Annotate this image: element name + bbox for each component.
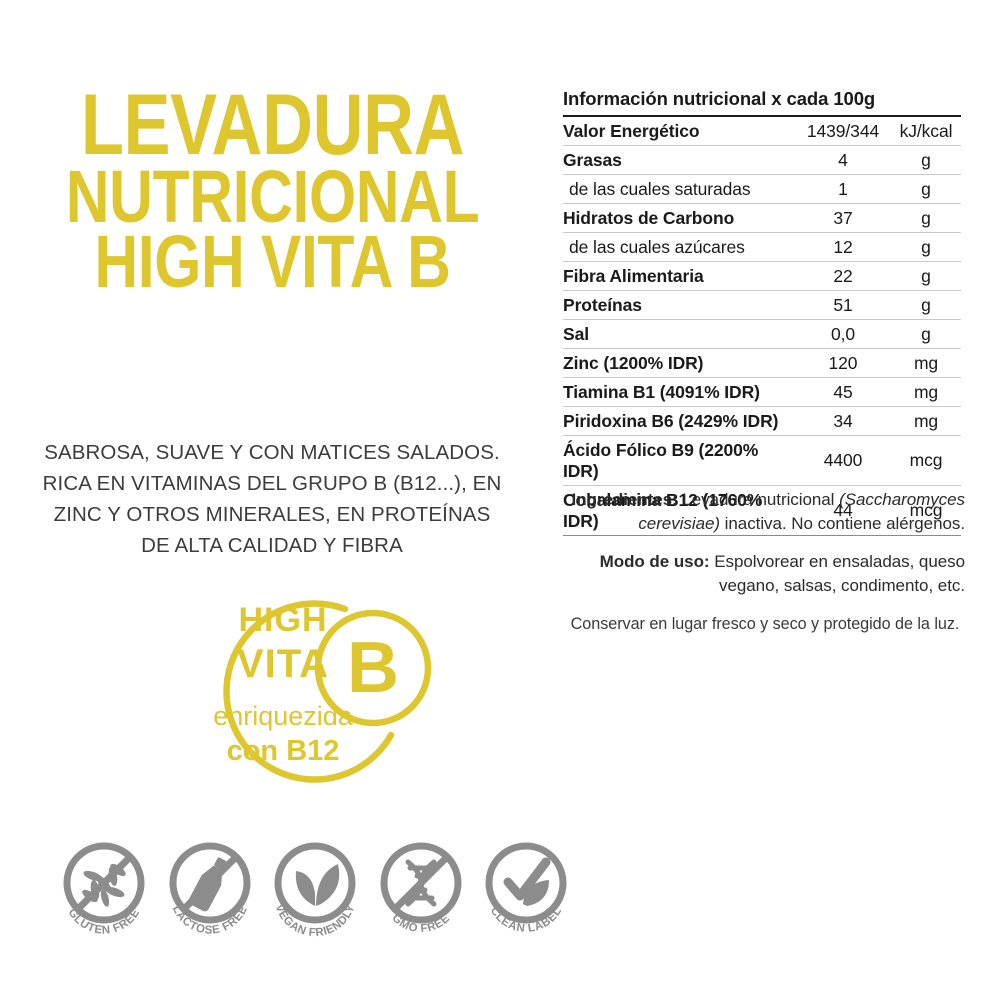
- usage-paragraph: Modo de uso: Espolvorear en ensaladas, q…: [565, 550, 965, 598]
- badge-line-high: HIGH: [239, 601, 328, 639]
- title-line-2: NUTRICIONAL: [65, 154, 480, 238]
- table-row: Grasas 4 g: [563, 145, 961, 175]
- nutrient-value: 120: [795, 348, 891, 378]
- nutrient-value: 44: [795, 485, 891, 536]
- nutrition-facts-table: Información nutricional x cada 100g Valo…: [563, 88, 961, 536]
- nutrient-value: 37: [795, 203, 891, 233]
- title-line-1: LEVADURA: [80, 77, 465, 173]
- nutrient-value: 4400: [795, 435, 891, 486]
- usage-label: Modo de uso:: [599, 552, 710, 572]
- nutrient-value: 34: [795, 406, 891, 436]
- nutrient-unit: mcg: [891, 435, 961, 486]
- badge-line-con-b12: con B12: [227, 735, 340, 767]
- certification-badge-vegan-friendly: VEGAN FRIENDLY: [266, 838, 364, 950]
- title-line-3: HIGH VITA B: [94, 219, 451, 303]
- dna-crossed-icon: [380, 842, 461, 924]
- table-row: de las cuales azúcares 12 g: [563, 232, 961, 262]
- nutrient-unit: kJ/kcal: [891, 115, 961, 146]
- nutrient-unit: g: [891, 319, 961, 349]
- nutrient-unit: mcg: [891, 485, 961, 536]
- nutrient-unit: g: [891, 203, 961, 233]
- nutrient-value: 4: [795, 145, 891, 175]
- right-panel: Información nutricional x cada 100g Valo…: [545, 0, 1000, 1000]
- nutrient-value: 22: [795, 261, 891, 291]
- badge-letter-b: B: [347, 628, 399, 708]
- nutrient-value: 51: [795, 290, 891, 320]
- bottle-crossed-icon: [169, 842, 250, 924]
- table-row: Piridoxina B6 (2429% IDR) 34 mg: [563, 406, 961, 436]
- nutrient-unit: g: [891, 174, 961, 204]
- table-row: de las cuales saturadas 1 g: [563, 174, 961, 204]
- nutrient-label: de las cuales azúcares: [563, 232, 795, 262]
- nutrient-label: Sal: [563, 319, 795, 349]
- description-line-4: DE ALTA CALIDAD Y FIBRA: [141, 534, 403, 558]
- left-panel: LEVADURA NUTRICIONAL HIGH VITA B SABROSA…: [0, 77, 567, 939]
- nutrient-label: Fibra Alimentaria: [563, 261, 795, 291]
- nutrient-label: Tiamina B1 (4091% IDR): [563, 377, 795, 407]
- usage-text: Espolvorear en ensaladas, queso vegano, …: [709, 552, 965, 596]
- table-row: Proteínas 51 g: [563, 290, 961, 320]
- table-row: Cobalamina B12 (1760% IDR) 44 mcg: [563, 485, 961, 536]
- product-info-block: Ingredientes: Levadura nutricional (Sacc…: [565, 488, 965, 635]
- certification-badge-clean-label: CLEAN LABEL: [477, 838, 575, 950]
- nutrient-value: 0,0: [795, 319, 891, 349]
- wheat-crossed-icon: [63, 842, 145, 924]
- table-row: Valor Energético 1439/344 kJ/kcal: [563, 115, 961, 146]
- ingredients-paragraph: Ingredientes: Levadura nutricional (Sacc…: [565, 488, 966, 536]
- page-title: LEVADURA NUTRICIONAL HIGH VITA B: [0, 77, 545, 303]
- nutrient-value: 12: [795, 232, 891, 262]
- nutrient-label: Cobalamina B12 (1760% IDR): [563, 485, 795, 536]
- nutrient-label: Proteínas: [563, 290, 795, 320]
- nutrient-unit: mg: [891, 348, 961, 378]
- ingredients-text-1: Levadura nutricional: [677, 490, 840, 509]
- certification-badges: GLUTEN FREE LACTOSE FREE: [55, 838, 575, 953]
- nutrient-label: Valor Energético: [563, 115, 795, 146]
- high-vita-b-badge: B HIGH VITA enriquezida con B12: [195, 595, 440, 790]
- svg-text:GMO FREE: GMO FREE: [389, 912, 452, 935]
- ingredients-scientific-name: (Saccharomyces cerevisiae): [638, 490, 965, 534]
- nutrient-label: Grasas: [563, 145, 795, 175]
- nutrient-unit: g: [891, 145, 961, 175]
- nutrient-unit: mg: [891, 377, 961, 407]
- badge-line-vita: VITA: [237, 642, 329, 686]
- certification-label: GMO FREE: [389, 912, 451, 935]
- nutrient-unit: mg: [891, 406, 961, 436]
- storage-note: Conservar en lugar fresco y seco y prote…: [570, 614, 960, 633]
- nutrient-label: Hidratos de Carbono: [563, 203, 795, 233]
- certification-badge-gmo-free: GMO FREE: [372, 838, 470, 950]
- description-line-1: SABROSA, SUAVE Y CON MATICES SALADOS.: [44, 441, 500, 464]
- description-line-3: ZINC Y OTROS MINERALES, EN PROTEÍNAS: [53, 503, 491, 527]
- table-row: Fibra Alimentaria 22 g: [563, 261, 961, 291]
- product-description: SABROSA, SUAVE Y CON MATICES SALADOS. RI…: [42, 437, 502, 562]
- table-row: Sal 0,0 g: [563, 319, 961, 349]
- leaves-icon: [274, 842, 356, 924]
- table-row: Zinc (1200% IDR) 120 mg: [563, 348, 961, 378]
- nutrient-unit: g: [891, 290, 961, 320]
- badge-line-enriquezida: enriquezida: [213, 701, 354, 731]
- nutrient-label: Zinc (1200% IDR): [563, 348, 795, 378]
- description-line-2: RICA EN VITAMINAS DEL GRUPO B (B12...), …: [42, 472, 502, 496]
- ingredients-label: Ingredientes:: [571, 490, 678, 509]
- nutrient-value: 1: [795, 174, 891, 204]
- nutrition-table-heading: Información nutricional x cada 100g: [563, 88, 876, 109]
- table-row: Hidratos de Carbono 37 g: [563, 203, 961, 233]
- table-row: Tiamina B1 (4091% IDR) 45 mg: [563, 377, 961, 407]
- nutrient-label: Ácido Fólico B9 (2200% IDR): [563, 435, 795, 486]
- nutrient-label: de las cuales saturadas: [563, 174, 795, 204]
- certification-badge-gluten-free: GLUTEN FREE: [55, 838, 153, 950]
- table-row: Ácido Fólico B9 (2200% IDR) 4400 mcg: [563, 435, 961, 486]
- certification-badge-lactose-free: LACTOSE FREE: [161, 838, 259, 950]
- high-vita-b-badge-graphic: B HIGH VITA enriquezida con B12: [213, 600, 432, 783]
- ingredients-text-2: inactiva. No contiene alérgenos.: [720, 514, 965, 534]
- nutrient-label: Piridoxina B6 (2429% IDR): [563, 406, 795, 436]
- nutrient-value: 1439/344: [795, 115, 891, 146]
- check-leaf-icon: [485, 842, 567, 924]
- nutrient-unit: g: [891, 232, 961, 262]
- nutrient-unit: g: [891, 261, 961, 291]
- nutrient-value: 45: [795, 377, 891, 407]
